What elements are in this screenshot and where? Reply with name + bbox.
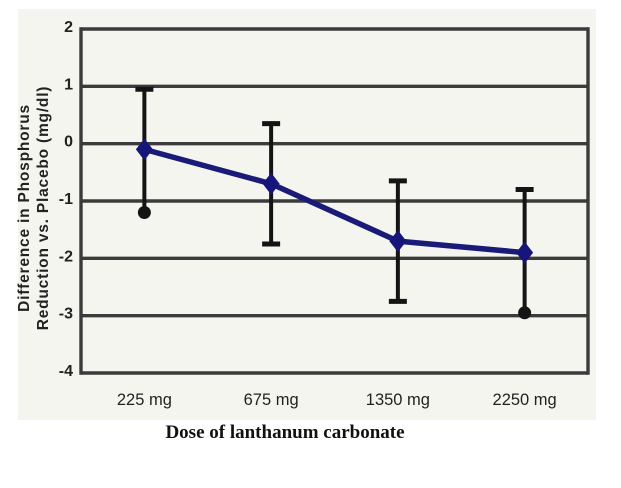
y-tick-label: -1 [59,191,73,208]
y-axis-label: Reduction vs. Placebo (mg/dl) [35,86,52,331]
x-tick-label: 225 mg [117,391,172,409]
data-point-marker [135,138,153,161]
y-tick-label: -4 [59,363,73,380]
x-tick-label: 1350 mg [366,391,430,409]
y-tick-label: 0 [64,134,73,151]
y-tick-label: -3 [59,306,73,323]
error-bar-cap-bottom [137,205,151,219]
y-axis-label: Difference in Phosphorus [16,104,33,312]
chart-panel [18,9,596,420]
x-tick-label: 2250 mg [493,391,557,409]
y-tick-label: 1 [64,76,73,93]
data-point-marker [389,230,407,253]
series-line [143,146,525,256]
x-tick-label: 675 mg [244,391,299,409]
error-bar-cap-bottom [518,306,532,320]
data-point-marker [262,172,280,195]
y-tick-label: 2 [64,19,73,36]
y-tick-label: -2 [59,248,73,265]
data-point-marker [516,241,534,264]
x-axis-title: Dose of lanthanum carbonate [165,422,405,443]
